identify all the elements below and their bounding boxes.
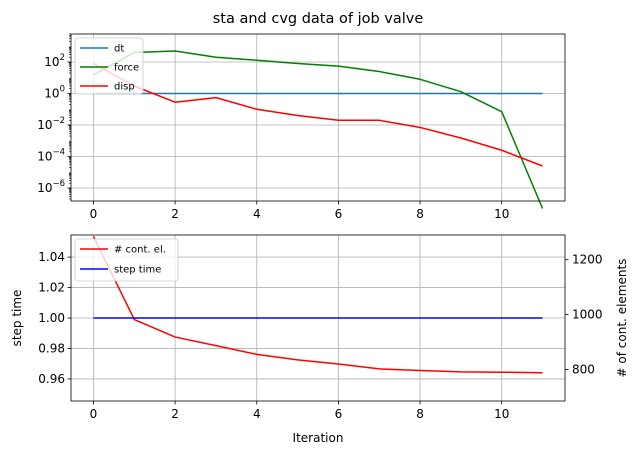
bottom-x-tick-label: 0 xyxy=(90,407,98,421)
bottom-y2-tick-label: 1200 xyxy=(572,253,603,267)
top-y-tick-base: 10 xyxy=(44,55,59,69)
top-x-tick-label: 10 xyxy=(494,207,509,221)
top-series-line-force xyxy=(93,50,544,209)
bottom-chart: 0 2 4 6 8 10 0.96 0.98 1.00 1.02 1.04 800 1000 1200 It… xyxy=(10,234,629,445)
bottom-x-axis-label: Iteration xyxy=(293,431,344,445)
top-legend-box xyxy=(74,37,144,95)
top-y-tick-base: 10 xyxy=(44,87,59,101)
bottom-series-line--cont-el- xyxy=(92,236,543,374)
top-x-tick-label: 6 xyxy=(335,207,343,221)
bottom-x-tick-label: 4 xyxy=(253,407,261,421)
bottom-y-tick-label: 1.04 xyxy=(38,250,65,264)
top-y-tick-label: 10−4 xyxy=(37,148,65,164)
top-x-tick-label: 4 xyxy=(253,207,261,221)
top-y-tick-base: 10 xyxy=(37,181,52,195)
bottom-x-tick-label: 8 xyxy=(416,407,424,421)
top-y-tick-exponent: 0 xyxy=(60,85,65,95)
top-y-tick-label: 102 xyxy=(44,53,65,69)
top-legend-label: dt xyxy=(114,44,124,55)
top-chart-title: sta and cvg data of job valve xyxy=(213,11,424,27)
bottom-legend-label: # cont. el. xyxy=(114,245,166,256)
top-legend-label: force xyxy=(114,63,139,74)
top-y-tick-exponent: 2 xyxy=(60,53,65,63)
top-y-tick-exponent: −6 xyxy=(52,179,65,189)
top-y-tick-exponent: −4 xyxy=(52,148,65,158)
top-y-tick-base: 10 xyxy=(37,150,52,164)
bottom-x-tick-label: 10 xyxy=(494,407,509,421)
bottom-x-tick-label: 6 xyxy=(335,407,343,421)
bottom-y-tick-label: 1.00 xyxy=(38,311,65,325)
top-x-tick-label: 0 xyxy=(90,207,98,221)
top-legend-label: disp xyxy=(114,82,135,93)
bottom-y-tick-label: 0.96 xyxy=(38,372,65,386)
bottom-y2-axis-label: # of cont. elements xyxy=(615,259,629,378)
bottom-y2-tick-label: 800 xyxy=(572,362,595,376)
bottom-y2-tick-label: 1000 xyxy=(572,308,603,322)
top-x-tick-label: 8 xyxy=(416,207,424,221)
top-y-tick-base: 10 xyxy=(37,118,52,132)
bottom-y-axis-label: step time xyxy=(10,290,24,347)
top-y-tick-label: 10−6 xyxy=(37,179,65,195)
bottom-y-tick-label: 0.98 xyxy=(38,341,65,355)
top-y-tick-label: 100 xyxy=(44,85,65,101)
top-y-tick-exponent: −2 xyxy=(52,116,65,126)
top-y-tick-label: 10−2 xyxy=(37,116,65,132)
bottom-legend-label: step time xyxy=(114,265,161,276)
bottom-y-tick-label: 1.02 xyxy=(38,281,65,295)
top-series-line-disp xyxy=(93,62,543,167)
bottom-x-tick-label: 2 xyxy=(171,407,179,421)
top-plot-frame xyxy=(70,33,566,202)
top-x-tick-label: 2 xyxy=(171,207,179,221)
